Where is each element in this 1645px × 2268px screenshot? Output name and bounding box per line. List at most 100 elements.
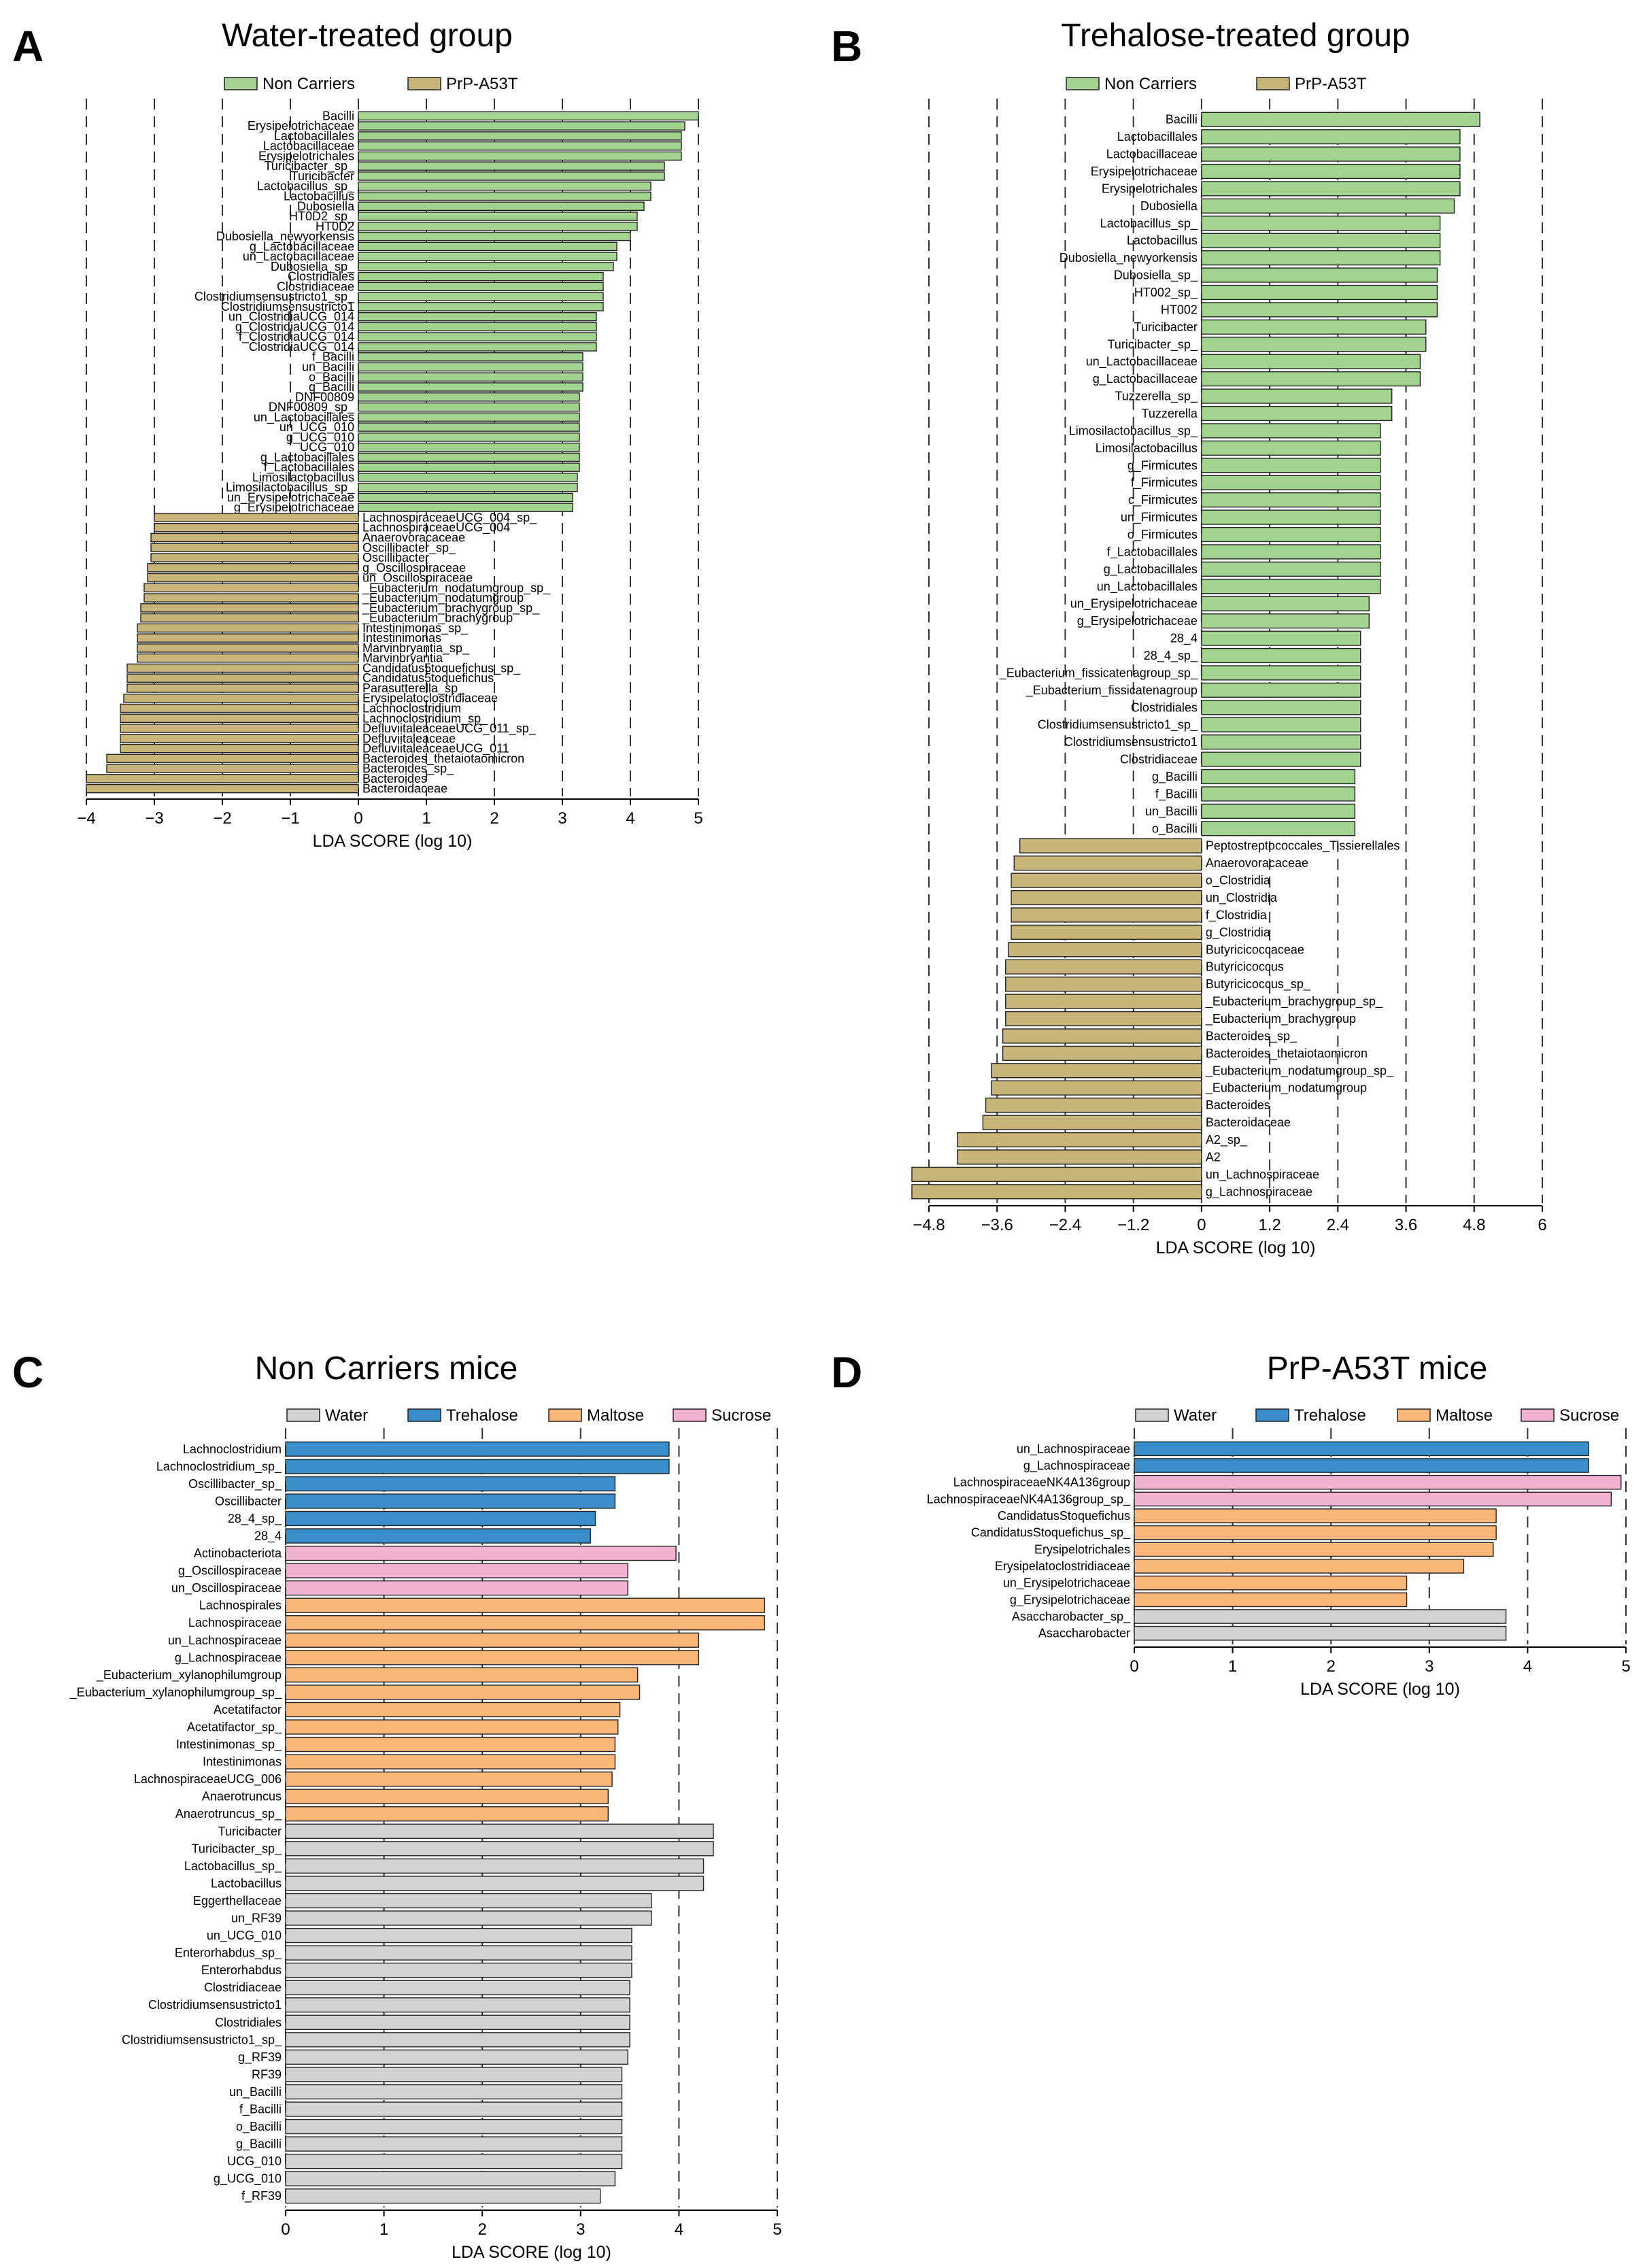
bar-label: Actinobacteriota — [194, 1546, 282, 1560]
bar-non_carriers — [1201, 682, 1361, 698]
bar-prp — [106, 764, 359, 773]
bar-non_carriers — [1201, 405, 1393, 422]
bar-label: g_Firmicutes — [1127, 458, 1198, 473]
bar-label: Turicibacter_sp_ — [265, 159, 355, 173]
bar-prp — [991, 1063, 1202, 1079]
legend-swatch-non_carriers — [1066, 77, 1100, 90]
bar-trehalose — [285, 1476, 616, 1492]
bar-label: Erysipelotrichales — [258, 149, 354, 163]
bar-water — [285, 2067, 623, 2082]
bar-non_carriers — [1201, 700, 1361, 715]
bar-non_carriers — [1201, 492, 1381, 508]
bar-prp — [140, 613, 359, 623]
bar-label: Clostridiales — [215, 2016, 282, 2029]
bar-label: Marvinbryantia — [362, 651, 443, 665]
x-tick-label: 4 — [675, 2220, 683, 2239]
bar-water — [285, 2188, 601, 2204]
bar-prp — [123, 693, 359, 703]
legend-label-prp: PrP-A53T — [1295, 75, 1367, 93]
bar-label: Turicibacter_sp_ — [192, 1842, 282, 1856]
panel-d: D PrP-A53T mice Water Trehalose Maltose Sucro… — [831, 1348, 1631, 1699]
bar-prp — [154, 513, 359, 522]
bar-label: f_RF39 — [241, 2189, 282, 2203]
bar-label: Lactobacillaceae — [1106, 148, 1198, 161]
bar-non_carriers — [1201, 647, 1361, 664]
bar-label: UCG_010 — [227, 2154, 282, 2169]
bar-label: un_Erysipelotrichaceae — [227, 490, 354, 505]
bar-label: g_Oscillospiraceae — [362, 561, 466, 575]
bar-label: g_Lactobacillales — [260, 450, 354, 464]
bar-label: Dubosiella — [297, 199, 355, 213]
bar-label: Asaccharobacter — [1038, 1627, 1130, 1640]
bar-label: un_Lactobacillaceae — [243, 250, 354, 264]
bar-non_carriers — [358, 211, 638, 221]
bar-maltose — [285, 1719, 619, 1735]
bar-non_carriers — [358, 292, 604, 301]
bar-non_carriers — [1201, 665, 1361, 681]
x-tick-label: 3 — [1425, 1657, 1434, 1676]
bar-prp — [911, 1166, 1202, 1182]
bar-label: Limosilactobacillus — [1096, 441, 1198, 455]
bar-label: Candidatus5toquefichus — [362, 671, 494, 685]
bar-sucrose — [285, 1563, 628, 1578]
panel-label: D — [831, 1348, 862, 1397]
bar-label: Butyricicoccus_sp_ — [1206, 977, 1311, 992]
bar-label: Erysipelotrichaceae — [248, 119, 354, 133]
bar-non_carriers — [358, 372, 583, 382]
bar-label: Candidatus5toquefichus_sp_ — [362, 661, 521, 675]
legend-label-water: Water — [325, 1406, 368, 1425]
bar-prp — [143, 593, 359, 603]
bar-label: g_Clostridia — [1206, 926, 1271, 940]
bar-label: _Eubacterium_xylanophilumgroup_sp_ — [69, 1685, 282, 1699]
x-tick-label: −4.8 — [913, 1216, 945, 1234]
legend-swatch-maltose — [548, 1408, 582, 1422]
bar-non_carriers — [1201, 146, 1461, 162]
bar-label: Bacteroides — [362, 772, 427, 785]
bar-trehalose — [1134, 1441, 1589, 1457]
bar-non_carriers — [1201, 613, 1370, 629]
x-tick-label: −1 — [281, 809, 299, 828]
bar-prp — [120, 724, 359, 733]
legend-swatch-sucrose — [673, 1408, 707, 1422]
x-tick-label: 6 — [1538, 1216, 1546, 1234]
bar-prp — [86, 783, 359, 794]
bar-non_carriers — [358, 442, 580, 452]
bar-prp — [1002, 1028, 1202, 1044]
bar-non_carriers — [1201, 786, 1356, 802]
bar-label: Erysipelatoclostridiaceae — [995, 1559, 1130, 1573]
bar-label: _Eubacterium_nodatumgroup_sp_ — [362, 581, 551, 595]
bar-non_carriers — [358, 171, 665, 181]
bar-label: Limosilactobacillus_sp_ — [1069, 424, 1198, 438]
bar-prp — [1002, 1045, 1202, 1061]
bar-label: _Eubacterium_fissicatenagroup_sp_ — [999, 666, 1198, 680]
bar-label: Dubosiella_sp_ — [1114, 269, 1198, 283]
bar-prp — [137, 623, 359, 633]
bar-label: Intestinimonas_sp_ — [176, 1738, 282, 1752]
bar-label: c_Firmicutes — [1128, 493, 1198, 507]
bar-label: Turicibacter — [1134, 320, 1198, 334]
bar-label: g_Oscillospiraceae — [178, 1564, 282, 1578]
bar-non_carriers — [358, 462, 580, 472]
bar-prp — [120, 713, 359, 724]
bar-water — [285, 1927, 632, 1944]
bar-label: Lachnospirales — [199, 1599, 282, 1612]
bar-prp — [982, 1115, 1202, 1130]
bar-non_carriers — [1201, 526, 1381, 543]
panel-a: A Water-treated group Non Carriers PrP-A53T… — [12, 18, 703, 851]
bar-label: Clostridiumsensustricto1_sp_ — [1038, 718, 1198, 732]
bar-label: g_Erysipelotrichaceae — [1010, 1593, 1130, 1607]
bar-label: un_Erysipelotrichaceae — [1003, 1576, 1130, 1591]
x-tick-label: 1 — [422, 809, 430, 828]
bar-label: LachnospiraceaeNK4A136group — [953, 1476, 1130, 1489]
bar-label: Parasutterella_sp_ — [362, 681, 465, 696]
bar-label: Lactobacillus — [284, 190, 354, 203]
bar-prp — [1005, 977, 1202, 992]
bar-label: Clostridiales — [288, 270, 354, 284]
legend-swatch-non_carriers — [224, 77, 258, 90]
bar-non_carriers — [1201, 371, 1421, 387]
bar-prp — [126, 673, 359, 683]
bar-non_carriers — [1201, 181, 1461, 197]
bar-trehalose — [285, 1510, 596, 1527]
bar-label: un_Erysipelotrichaceae — [1070, 597, 1198, 611]
bar-non_carriers — [358, 433, 580, 442]
